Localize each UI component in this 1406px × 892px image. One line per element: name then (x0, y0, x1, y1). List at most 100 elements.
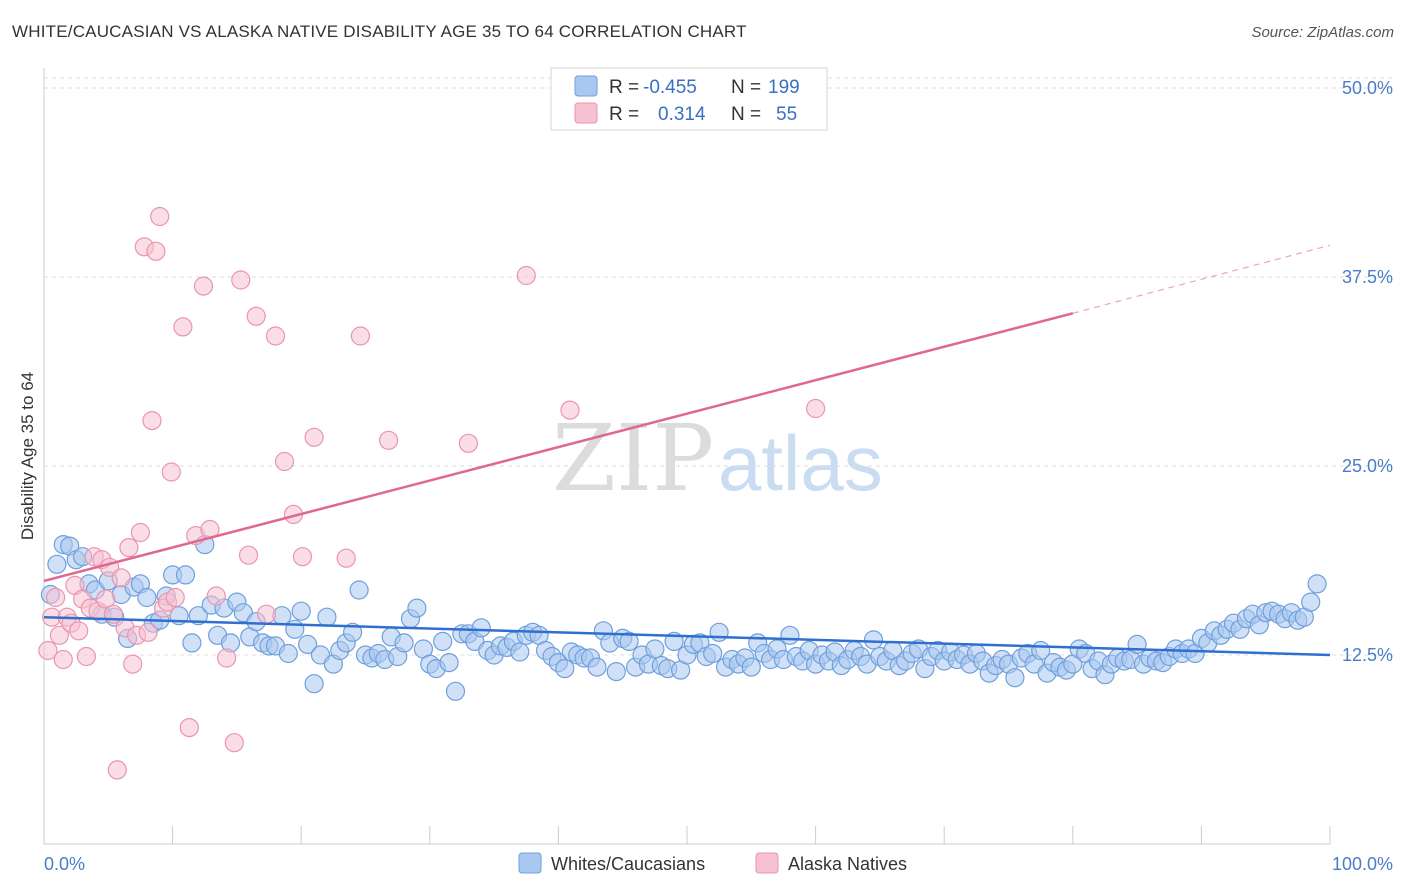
whites-trend-line (43, 615, 1331, 657)
whites-point (1005, 668, 1025, 688)
legend-r-value-2: 0.314 (658, 104, 706, 125)
whites-point (188, 606, 208, 626)
whites-point (47, 554, 67, 574)
whites-point (780, 625, 800, 645)
chart-source: Source: ZipAtlas.com (1251, 24, 1394, 41)
alaska-point (76, 646, 97, 667)
alaska-point (217, 648, 237, 668)
y-tick-label: 25.0% (1342, 456, 1393, 476)
alaska-point (146, 241, 166, 261)
whites-point (343, 622, 363, 642)
alaska-point (165, 587, 185, 608)
x-tick-label-max: 100.0% (1332, 854, 1393, 874)
y-tick-label: 12.5% (1342, 645, 1393, 665)
bottom-legend-label-whites: Whites/Caucasians (551, 854, 705, 874)
whites-point (137, 587, 157, 608)
watermark-zip: ZIP (552, 405, 714, 512)
alaska-point (274, 451, 295, 472)
alaska-point (150, 206, 170, 227)
y-tick-labels: 12.5% 25.0% 37.5% 50.0% (1342, 78, 1393, 665)
bottom-legend-swatch-alaska (755, 852, 779, 874)
legend-swatch-whites (574, 75, 598, 97)
alaska-point (350, 326, 370, 346)
bottom-legend: Whites/Caucasians Alaska Natives (518, 852, 907, 874)
alaska-point (161, 462, 181, 482)
whites-point (709, 622, 729, 642)
whites-point (645, 639, 665, 659)
whites-point (510, 642, 530, 662)
whites-point (1301, 592, 1321, 612)
axis-layer (43, 68, 1331, 845)
alaska-point (138, 622, 158, 642)
legend-n-label-1: N = (731, 77, 761, 98)
alaska-point (379, 430, 399, 450)
whites-point (182, 633, 202, 653)
grid-layer (44, 77, 1392, 656)
whites-point (741, 657, 761, 677)
alaska-point (265, 326, 286, 346)
alaska-point (142, 411, 162, 431)
whites-point (619, 631, 639, 652)
legend-n-value-2: 55 (776, 104, 797, 125)
bottom-legend-swatch-whites (518, 852, 542, 874)
alaska-point (179, 717, 199, 738)
trend-layer (43, 244, 1331, 657)
legend-n-value-1: 199 (768, 77, 800, 98)
watermark-atlas: atlas (718, 419, 883, 507)
whites-point (291, 601, 311, 621)
y-axis-label: Disability Age 35 to 64 (18, 372, 37, 540)
whites-point (433, 631, 453, 652)
whites-point (555, 658, 575, 679)
alaska-point (111, 568, 131, 588)
legend-r-label-2: R = (609, 104, 639, 125)
alaska-point (516, 265, 536, 286)
whites-point (394, 633, 414, 653)
bottom-legend-label-alaska: Alaska Natives (788, 854, 907, 874)
alaska-point (69, 621, 89, 641)
whites-point (175, 565, 196, 585)
alaska-trend-line-extension (1072, 244, 1331, 314)
alaska-point (123, 654, 143, 674)
whites-point (606, 661, 626, 682)
alaska-point (107, 760, 127, 780)
alaska-point (304, 427, 324, 447)
alaska-point (292, 547, 313, 567)
alaska-point (130, 522, 150, 543)
whites-point (587, 657, 607, 677)
alaska-point (224, 733, 244, 753)
whites-point (439, 652, 459, 673)
whites-point (298, 634, 318, 655)
alaska-point (231, 270, 251, 290)
alaska-point (206, 586, 226, 606)
alaska-point (560, 400, 580, 420)
legend-n-label-2: N = (731, 104, 761, 125)
alaska-point (805, 398, 826, 419)
alaska-point (96, 589, 116, 609)
alaska-trend-line (43, 312, 1074, 583)
whites-point (285, 619, 305, 639)
chart-title: WHITE/CAUCASIAN VS ALASKA NATIVE DISABIL… (12, 22, 747, 41)
alaska-point (45, 587, 66, 608)
whites-point (445, 681, 466, 701)
alaska-point (49, 625, 70, 645)
whites-point (703, 643, 723, 664)
alaska-point (119, 537, 139, 558)
alaska-point (193, 276, 214, 296)
alaska-point (238, 545, 259, 565)
y-tick-label: 37.5% (1342, 267, 1393, 287)
y-tick-label: 50.0% (1342, 78, 1393, 98)
points-layer (38, 206, 1327, 780)
whites-point (471, 618, 491, 638)
whites-point (349, 580, 369, 600)
whites-point (317, 607, 337, 627)
legend-r-label-1: R = (609, 77, 639, 98)
whites-point (278, 643, 298, 664)
x-tick-label-min: 0.0% (44, 854, 85, 874)
alaska-point (246, 306, 266, 326)
legend-box: R = -0.455 N = 199 R = 0.314 N = 55 (550, 67, 828, 131)
alaska-point (173, 317, 193, 337)
whites-point (863, 630, 884, 650)
alaska-point (53, 649, 73, 670)
legend-swatch-alaska (574, 102, 598, 124)
